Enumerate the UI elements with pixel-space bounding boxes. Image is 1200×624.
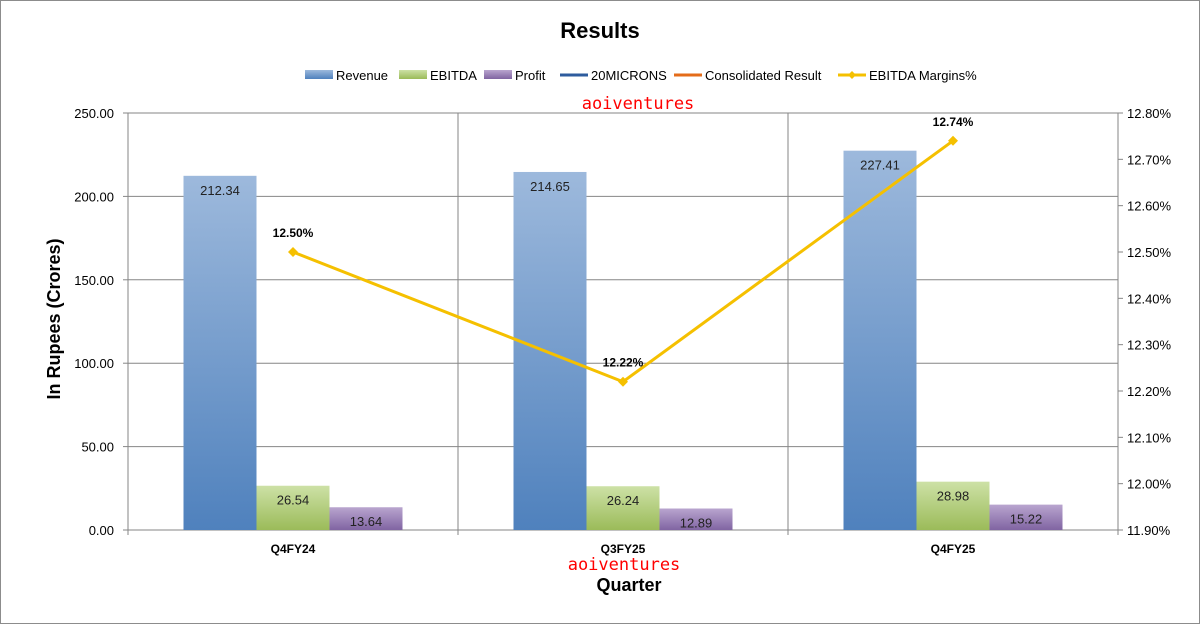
bar-ebitda [916, 481, 990, 530]
y-tick-label: 0.00 [89, 523, 114, 538]
y2-tick-label: 11.90% [1127, 523, 1171, 538]
legend-label-ebitda: EBITDA [430, 68, 477, 83]
x-category-label: Q3FY25 [601, 542, 646, 556]
bar-value-label: 26.24 [607, 493, 640, 508]
bar-profit [329, 507, 403, 530]
plot-area-border [127, 112, 1119, 531]
chart-title: Results [560, 18, 639, 43]
legend-swatch-ebitda [399, 70, 427, 79]
ebitda-margin-marker [288, 247, 298, 257]
y-tick-label: 200.00 [74, 189, 114, 204]
ebitda-margin-label: 12.74% [933, 115, 974, 129]
y2-tick-label: 12.10% [1127, 430, 1172, 445]
x-axis-title: Quarter [596, 575, 661, 595]
bar-revenue [843, 150, 917, 530]
y-tick-label: 250.00 [74, 106, 114, 121]
y-axis-title: In Rupees (Crores) [44, 238, 64, 399]
legend-label-consolidated-result: Consolidated Result [705, 68, 822, 83]
ebitda-margin-label: 12.50% [273, 226, 314, 240]
legend-label-ebitda-margins-: EBITDA Margins% [869, 68, 977, 83]
bar-revenue [513, 171, 587, 530]
bar-value-label: 13.64 [350, 514, 383, 529]
y-tick-label: 150.00 [74, 273, 114, 288]
y2-tick-label: 12.40% [1127, 291, 1172, 306]
ebitda-margin-marker [618, 376, 628, 387]
bar-revenue [183, 175, 257, 530]
watermark-text: aoiventures [582, 94, 695, 114]
legend-swatch-revenue [305, 70, 333, 79]
bar-value-label: 28.98 [937, 489, 970, 504]
legend-swatch-profit [484, 70, 512, 79]
bar-value-label: 227.41 [860, 158, 900, 173]
y2-tick-label: 12.20% [1127, 384, 1172, 399]
bar-value-label: 15.22 [1010, 512, 1043, 527]
x-category-label: Q4FY24 [271, 542, 316, 556]
bar-profit [659, 508, 733, 530]
bar-ebitda [586, 486, 660, 530]
ebitda-margin-label: 12.22% [603, 356, 644, 370]
bar-profit [989, 504, 1063, 530]
legend-label-revenue: Revenue [336, 68, 388, 83]
y-tick-label: 100.00 [74, 356, 114, 371]
bar-ebitda [256, 485, 330, 530]
bar-value-label: 26.54 [277, 493, 310, 508]
bar-value-label: 12.89 [680, 515, 713, 530]
y2-tick-label: 12.00% [1127, 477, 1172, 492]
bar-value-label: 212.34 [200, 183, 240, 198]
bar-value-label: 214.65 [530, 179, 570, 194]
watermark-text: aoiventures [568, 555, 681, 575]
y2-tick-label: 12.70% [1127, 152, 1172, 167]
legend-label-profit: Profit [515, 68, 546, 83]
legend-marker-ebitda-margins [848, 71, 856, 79]
y2-tick-label: 12.50% [1127, 245, 1172, 260]
y2-tick-label: 12.80% [1127, 106, 1172, 121]
y-tick-label: 50.00 [81, 440, 114, 455]
y2-tick-label: 12.30% [1127, 338, 1172, 353]
y2-tick-label: 12.60% [1127, 199, 1172, 214]
legend-label-20microns: 20MICRONS [591, 68, 667, 83]
ebitda-margin-marker [948, 135, 958, 146]
x-category-label: Q4FY25 [931, 542, 976, 556]
